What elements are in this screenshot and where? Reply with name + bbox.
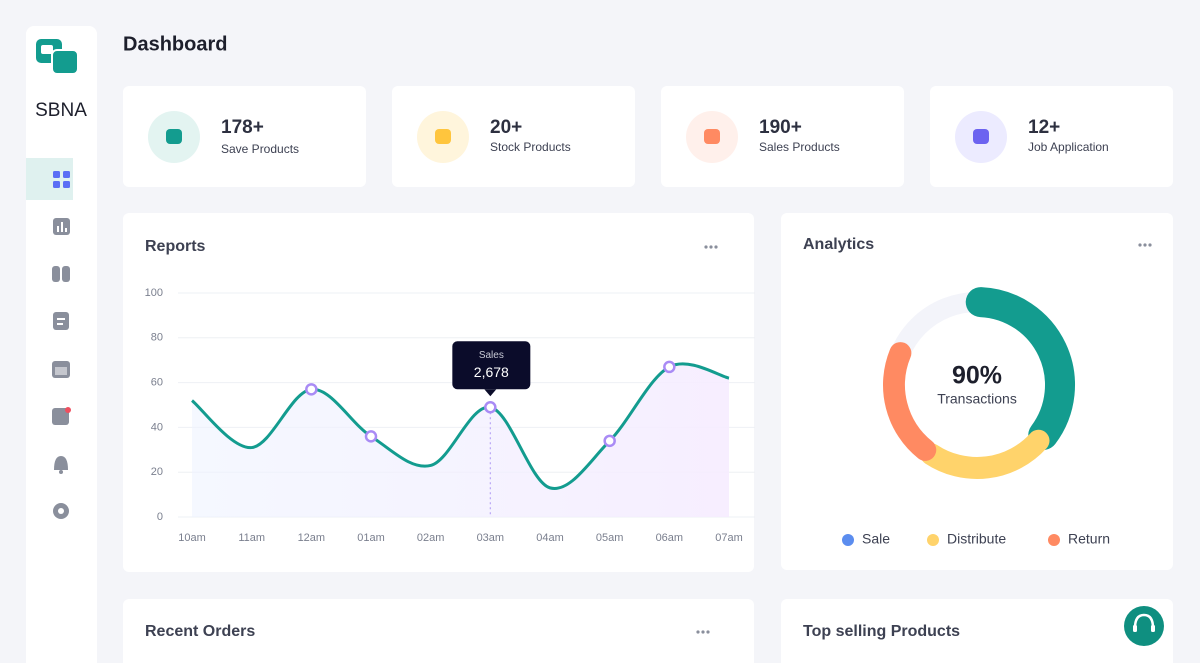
donut-segment [920, 429, 1050, 479]
card-title: Reports [145, 238, 206, 255]
point-marker [663, 360, 676, 374]
line [191, 362, 730, 490]
stat-card [392, 86, 635, 187]
stat-value: 190+ [759, 117, 802, 138]
page-title: Dashboard [123, 33, 227, 55]
analytics-card [781, 213, 1173, 570]
tooltip-value: 2,678 [474, 364, 509, 380]
stat-icon [166, 129, 182, 144]
area [192, 363, 729, 517]
legend-label: Distribute [947, 531, 1006, 547]
x-tick-label: 07am [715, 532, 743, 544]
point-marker [603, 434, 616, 448]
stat-label: Job Application [1028, 140, 1109, 154]
nav-dashboard[interactable] [53, 171, 70, 188]
stat-card [930, 86, 1173, 187]
donut-value: 90% [952, 362, 1002, 390]
x-tick-label: 01am [357, 532, 385, 544]
x-tick-label: 04am [536, 532, 564, 544]
y-tick-label: 100 [145, 287, 163, 299]
legend-swatch [1048, 534, 1060, 546]
stat-card [123, 86, 366, 187]
support-button[interactable] [1124, 606, 1164, 646]
point-marker [305, 383, 318, 396]
y-tick-label: 80 [151, 332, 163, 344]
stat-label: Save Products [221, 142, 299, 156]
more-menu[interactable] [1138, 243, 1152, 247]
donut-segment [883, 342, 937, 461]
x-tick-label: 03am [477, 532, 505, 544]
donut-segment [965, 287, 1075, 450]
nav-calendar[interactable] [52, 361, 70, 378]
stat-value: 12+ [1028, 117, 1060, 138]
nav-analytics[interactable] [52, 407, 71, 425]
card-title: Analytics [803, 236, 874, 253]
stat-value: 20+ [490, 117, 522, 138]
stat-icon [435, 129, 451, 144]
x-tick-label: 12am [298, 532, 326, 544]
tooltip [452, 341, 531, 390]
legend-swatch [842, 534, 854, 546]
point-marker [484, 400, 497, 414]
legend-swatch [927, 534, 939, 546]
tooltip-label: Sales [479, 350, 504, 361]
stat-label: Stock Products [490, 140, 571, 154]
y-tick-label: 40 [151, 421, 163, 433]
y-tick-label: 20 [151, 466, 163, 478]
sidebar [26, 26, 97, 663]
card-title: Top selling Products [803, 623, 960, 640]
nav-orders[interactable] [53, 312, 69, 330]
stat-icon [973, 129, 989, 144]
card-title: Recent Orders [145, 623, 255, 640]
x-tick-label: 02am [417, 532, 445, 544]
more-menu[interactable] [704, 245, 718, 249]
legend-label: Return [1068, 531, 1110, 547]
tooltip-arrow [484, 389, 497, 397]
brand: SBNA [35, 100, 87, 121]
y-tick-label: 60 [151, 377, 163, 389]
more-menu[interactable] [696, 630, 710, 634]
nav-products[interactable] [52, 266, 70, 282]
stat-card [661, 86, 904, 187]
y-tick-label: 0 [157, 511, 163, 523]
nav-settings[interactable] [53, 503, 69, 519]
logo [36, 39, 79, 75]
stat-value: 178+ [221, 117, 264, 138]
nav-reports[interactable] [53, 218, 70, 235]
legend-label: Sale [862, 531, 890, 547]
point-marker [364, 430, 378, 443]
stat-label: Sales Products [759, 140, 840, 154]
top-products-card [781, 599, 1173, 663]
orders-card [123, 599, 754, 663]
nav-notifications[interactable] [54, 456, 68, 474]
nav-active[interactable] [26, 158, 73, 200]
x-tick-label: 10am [178, 532, 206, 544]
stat-icon [704, 129, 720, 144]
x-tick-label: 11am [238, 532, 265, 544]
x-tick-label: 05am [596, 532, 624, 544]
donut-label: Transactions [937, 391, 1017, 407]
x-tick-label: 06am [656, 532, 684, 544]
